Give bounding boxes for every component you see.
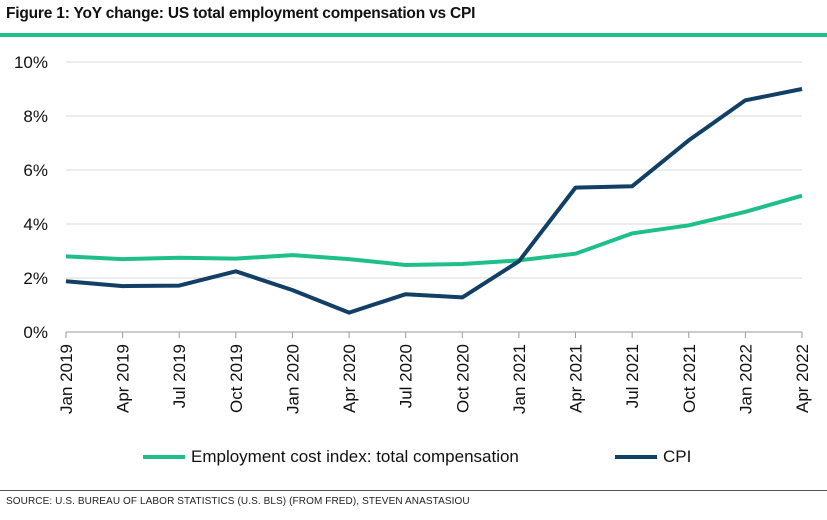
series-line-eci bbox=[65, 193, 803, 267]
x-tick-label: Jul 2020 bbox=[397, 344, 416, 408]
footer-rule bbox=[0, 490, 827, 491]
legend-item-cpi: CPI bbox=[615, 447, 691, 467]
x-tick-label: Jan 2020 bbox=[283, 344, 302, 414]
x-tick-label: Oct 2021 bbox=[680, 344, 699, 413]
x-tick-label: Jan 2022 bbox=[736, 344, 755, 414]
x-tick-label: Apr 2019 bbox=[114, 344, 133, 413]
x-tick-label: Apr 2020 bbox=[340, 344, 359, 413]
y-tick-label: 2% bbox=[23, 269, 48, 288]
title-accent-rule bbox=[0, 33, 827, 37]
chart-legend: Employment cost index: total compensatio… bbox=[0, 447, 827, 471]
legend-label-cpi: CPI bbox=[663, 447, 692, 466]
x-tick-label: Jan 2021 bbox=[510, 344, 529, 414]
chart-title: Figure 1: YoY change: US total employmen… bbox=[6, 5, 476, 22]
x-tick-label: Oct 2020 bbox=[453, 344, 472, 413]
x-tick-label: Jan 2019 bbox=[57, 344, 76, 414]
x-tick-label: Apr 2022 bbox=[793, 344, 812, 413]
y-tick-label: 0% bbox=[23, 323, 48, 342]
line-chart: 0% 2% 4% 6% 8% 10% Jan 2019 Apr 2019 Jul 2019 Oct… bbox=[14, 53, 812, 414]
legend-swatch-cpi bbox=[615, 455, 657, 459]
series-line-cpi bbox=[65, 87, 803, 315]
y-tick-label: 6% bbox=[23, 161, 48, 180]
legend-item-eci: Employment cost index: total compensatio… bbox=[143, 447, 519, 467]
x-tick-label: Apr 2021 bbox=[567, 344, 586, 413]
y-tick-label: 10% bbox=[14, 53, 48, 72]
x-tick-label: Jul 2019 bbox=[170, 344, 189, 408]
source-note: SOURCE: U.S. BUREAU OF LABOR STATISTICS … bbox=[6, 496, 470, 507]
y-tick-label: 8% bbox=[23, 107, 48, 126]
x-tick-label: Oct 2019 bbox=[227, 344, 246, 413]
y-tick-label: 4% bbox=[23, 215, 48, 234]
x-tick-label: Jul 2021 bbox=[623, 344, 642, 408]
legend-label-eci: Employment cost index: total compensatio… bbox=[191, 447, 519, 466]
legend-swatch-eci bbox=[143, 455, 185, 459]
